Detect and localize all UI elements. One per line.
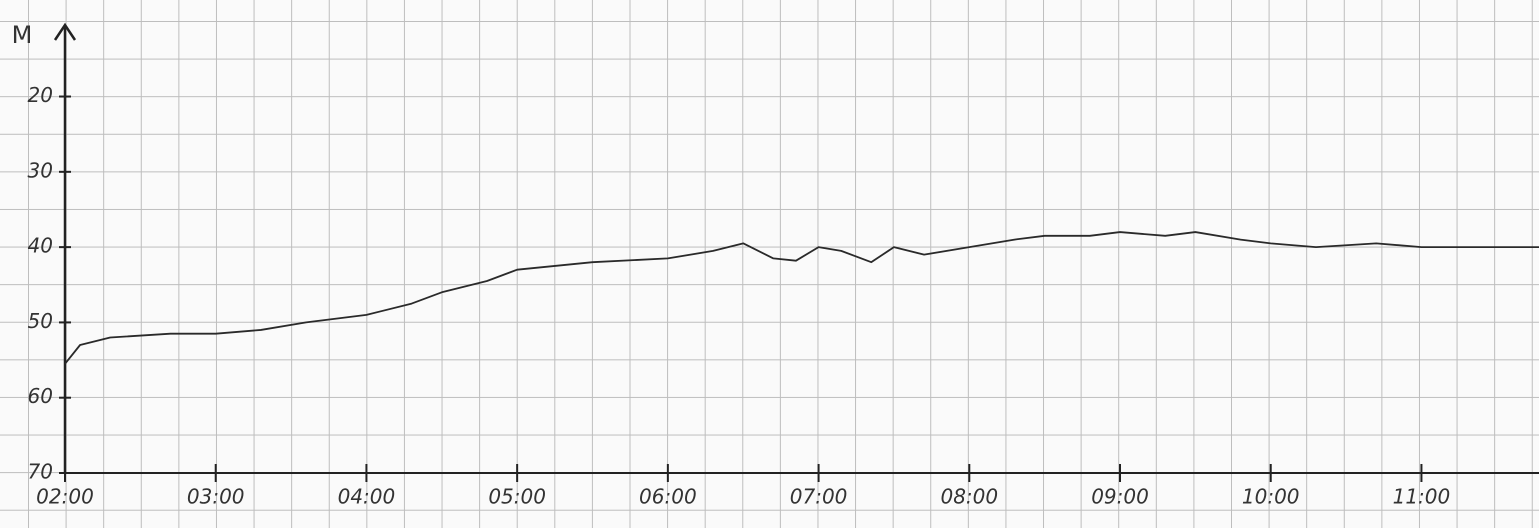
x-tick-label: 08:00 (940, 485, 998, 509)
x-tick-label: 07:00 (790, 485, 848, 509)
x-tick-label: 09:00 (1091, 485, 1149, 509)
y-axis-arrow (53, 22, 77, 41)
y-tick-label: 40 (28, 234, 53, 258)
y-tick-label: 60 (28, 384, 53, 408)
x-tick-label: 04:00 (338, 485, 396, 509)
x-tick-label: 11:00 (1393, 485, 1451, 509)
y-axis-label: M (12, 21, 33, 49)
y-tick-label: 30 (28, 158, 53, 182)
x-tick-label: 03:00 (187, 485, 245, 509)
x-tick-label: 10:00 (1242, 485, 1300, 509)
depth-line (64, 231, 1539, 365)
x-tick-label: 06:00 (639, 485, 697, 509)
y-tick-label: 50 (28, 309, 53, 333)
y-tick-label: 20 (28, 83, 53, 107)
y-tick-label: 70 (28, 460, 53, 484)
x-tick-label: 05:00 (488, 485, 546, 509)
x-tick-label: 02:00 (36, 485, 94, 509)
